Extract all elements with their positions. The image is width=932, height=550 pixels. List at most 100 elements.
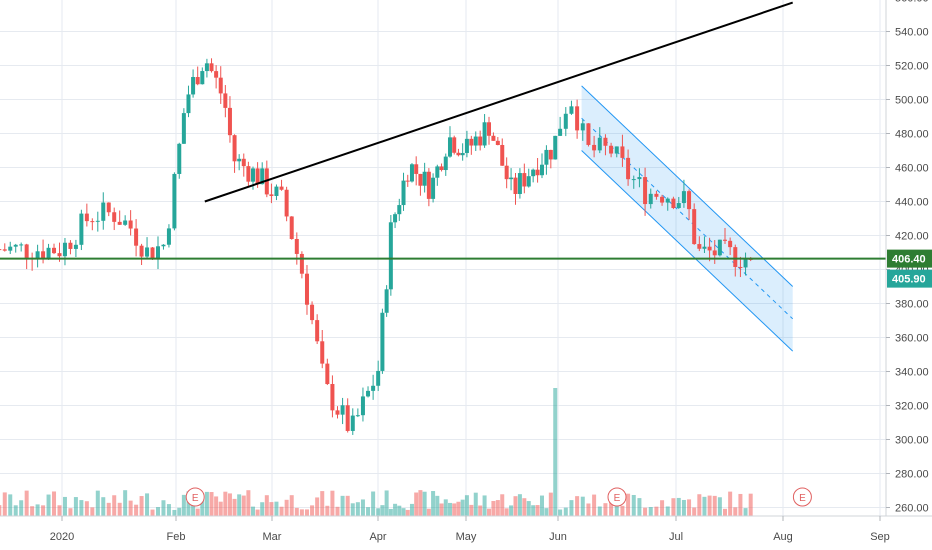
volume-bar bbox=[435, 495, 440, 516]
candle-body bbox=[46, 247, 51, 259]
candle-body bbox=[548, 149, 553, 160]
volume-bar bbox=[531, 505, 536, 516]
volume-bar bbox=[728, 491, 733, 516]
y-tick-label: 300.00 bbox=[895, 435, 929, 447]
candle-body bbox=[500, 144, 505, 166]
volume-bar bbox=[340, 495, 345, 516]
candle-body bbox=[112, 212, 117, 222]
earnings-icon bbox=[607, 487, 627, 507]
candle-body bbox=[665, 198, 670, 203]
candle-body bbox=[315, 320, 320, 342]
candle-body bbox=[117, 221, 122, 225]
y-tick-label: 500.00 bbox=[895, 95, 929, 107]
candle-body bbox=[426, 171, 431, 199]
candle-body bbox=[330, 384, 335, 411]
volume-bar bbox=[73, 497, 78, 516]
candle-body bbox=[456, 152, 461, 156]
candle-body bbox=[637, 177, 642, 180]
candle-body bbox=[487, 122, 491, 136]
volume-bar bbox=[304, 509, 309, 516]
candle-body bbox=[439, 166, 444, 171]
volume-bar bbox=[166, 504, 171, 516]
volume-bar bbox=[513, 496, 518, 516]
volume-bar bbox=[431, 491, 436, 516]
volume-bar bbox=[509, 505, 514, 516]
volume-bar bbox=[214, 496, 219, 516]
candle-body bbox=[460, 153, 465, 156]
volume-bar bbox=[671, 498, 676, 516]
last-price-label: 405.90 bbox=[892, 274, 926, 286]
candle-body bbox=[223, 93, 228, 108]
candle-body bbox=[8, 246, 13, 251]
candle-body bbox=[397, 205, 402, 215]
volume-bar bbox=[548, 492, 553, 516]
volume-bar bbox=[172, 509, 177, 516]
candle-body bbox=[246, 166, 251, 182]
candle-body bbox=[654, 193, 659, 197]
volume-bar bbox=[676, 497, 681, 516]
y-tick-label: 260.00 bbox=[895, 503, 929, 515]
candle-body bbox=[401, 180, 406, 206]
candle-body bbox=[728, 240, 733, 248]
candle-body bbox=[90, 221, 95, 223]
candle-body bbox=[609, 145, 614, 154]
y-tick-label: 340.00 bbox=[895, 367, 929, 379]
volume-bar bbox=[743, 508, 748, 516]
candle-body bbox=[355, 415, 360, 417]
volume-bar bbox=[553, 388, 558, 516]
candle-body bbox=[279, 186, 284, 190]
candle-body bbox=[260, 168, 265, 185]
candle-body bbox=[687, 191, 692, 210]
candle-body bbox=[482, 122, 487, 146]
candle-body bbox=[692, 209, 697, 245]
volume-bar bbox=[310, 505, 315, 516]
price-labels: 406.40 405.90 bbox=[887, 249, 932, 288]
candle-body bbox=[371, 385, 376, 391]
volume-bar bbox=[335, 506, 340, 516]
candle-body bbox=[24, 244, 29, 258]
candle-body bbox=[380, 312, 385, 371]
candle-body bbox=[57, 253, 62, 257]
x-tick-label: Aug bbox=[773, 531, 793, 543]
candle-body bbox=[255, 168, 260, 185]
volume-bar bbox=[384, 490, 389, 516]
candle-body bbox=[539, 164, 544, 176]
volume-bar bbox=[723, 508, 728, 516]
candle-body bbox=[181, 113, 186, 144]
candle-body bbox=[431, 177, 436, 199]
volume-bar bbox=[626, 493, 631, 516]
candle-body bbox=[535, 169, 540, 176]
candle-body bbox=[139, 245, 144, 257]
y-tick-label: 560.00 bbox=[895, 0, 929, 5]
volume-bar bbox=[237, 494, 242, 516]
candle-body bbox=[702, 246, 707, 249]
candle-body bbox=[384, 289, 389, 313]
volume-bar bbox=[504, 508, 509, 516]
volume-bar bbox=[8, 494, 13, 516]
candle-body bbox=[284, 189, 289, 217]
y-tick-label: 420.00 bbox=[895, 231, 929, 243]
x-tick-label: Jul bbox=[669, 531, 683, 543]
candle-body bbox=[491, 135, 496, 141]
volume-bar bbox=[223, 491, 228, 516]
earnings-icon bbox=[792, 487, 812, 507]
volume-bar bbox=[603, 503, 608, 516]
volume-bar bbox=[255, 509, 260, 516]
volume-bar bbox=[409, 503, 414, 516]
candle-body bbox=[79, 213, 84, 245]
x-tick-label: May bbox=[456, 531, 477, 543]
volume-bar bbox=[325, 505, 330, 516]
volume-bar bbox=[569, 500, 574, 516]
support-level-label: 406.40 bbox=[892, 254, 926, 266]
candle-body bbox=[128, 220, 133, 229]
volume-bar bbox=[90, 507, 95, 516]
candle-body bbox=[274, 186, 279, 196]
candle-body bbox=[350, 415, 355, 431]
candle-body bbox=[580, 123, 585, 131]
candle-body bbox=[269, 194, 274, 196]
volume-bar bbox=[478, 505, 483, 516]
candle-body bbox=[186, 94, 191, 114]
candle-body bbox=[447, 137, 452, 157]
